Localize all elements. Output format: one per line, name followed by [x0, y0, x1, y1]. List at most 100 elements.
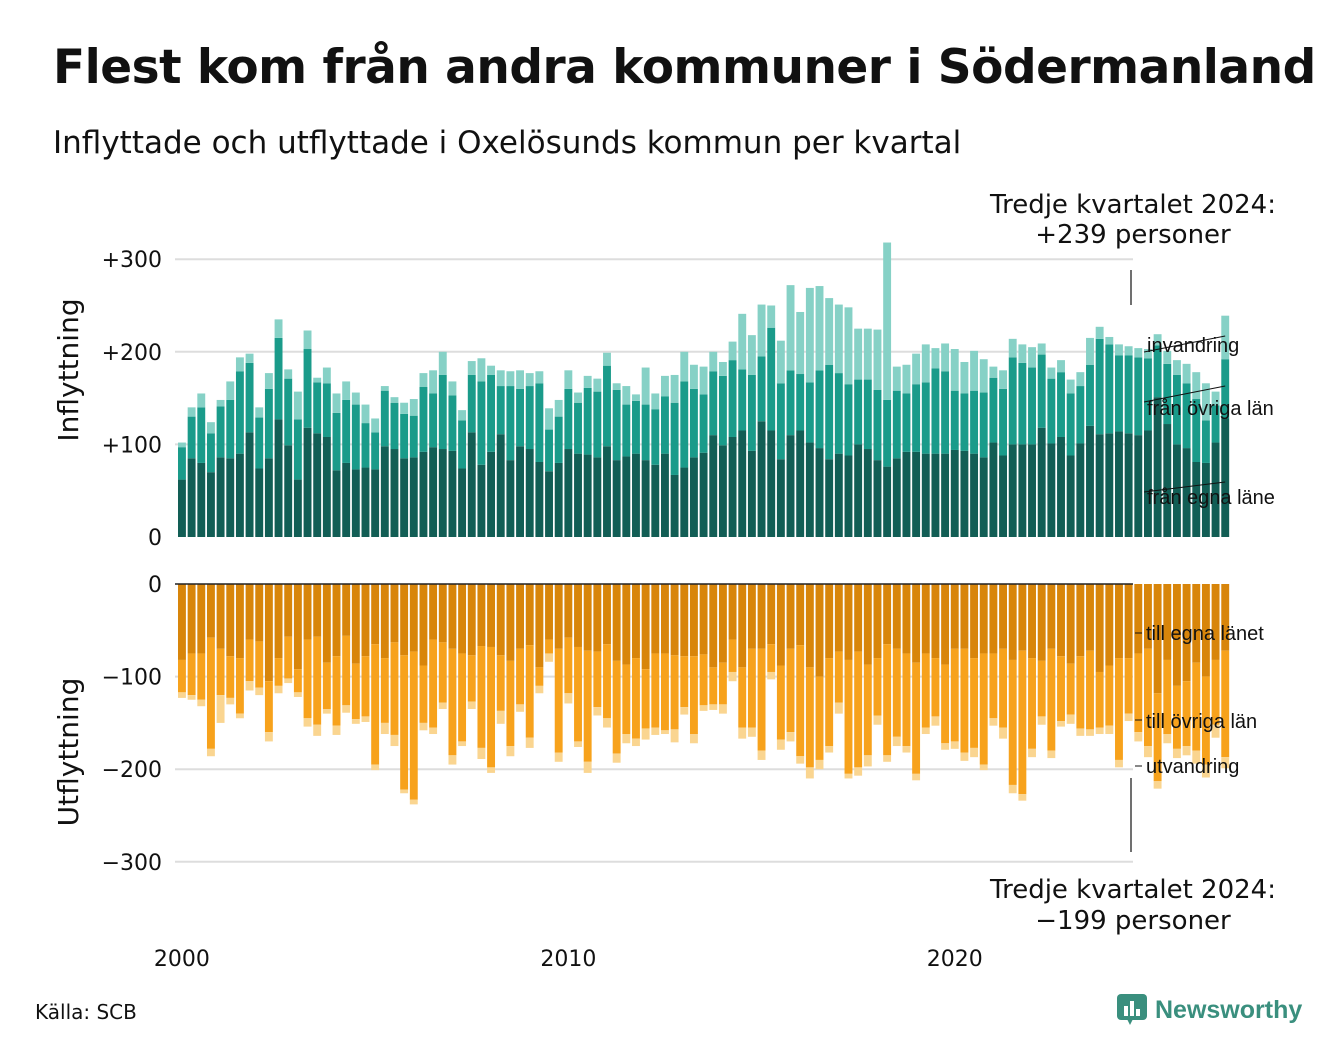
bar-utflyttning	[815, 676, 824, 760]
bar-utflyttning	[1047, 648, 1056, 751]
bar-utflyttning	[699, 584, 708, 655]
y-tick-label: +100	[102, 433, 162, 458]
bar-inflyttning	[1211, 405, 1220, 443]
bar-inflyttning	[1211, 442, 1220, 537]
bar-utflyttning	[1057, 584, 1065, 657]
bar-inflyttning	[1144, 430, 1152, 537]
bar-utflyttning	[815, 584, 824, 677]
bar-utflyttning	[400, 655, 409, 790]
bar-inflyttning	[506, 371, 515, 387]
bar-utflyttning	[380, 584, 389, 659]
bar-inflyttning	[1115, 344, 1123, 356]
bar-utflyttning	[632, 584, 640, 659]
legend-label-utflyttning: utvandring	[1146, 756, 1239, 778]
bar-utflyttning	[1153, 693, 1162, 782]
bar-utflyttning	[1144, 746, 1152, 758]
bar-inflyttning	[854, 328, 863, 380]
bar-utflyttning	[593, 651, 602, 708]
bar-inflyttning	[805, 287, 814, 383]
bar-utflyttning	[506, 584, 515, 661]
bar-inflyttning	[400, 458, 409, 537]
bar-inflyttning	[747, 450, 756, 537]
bar-utflyttning	[863, 755, 872, 767]
bar-utflyttning	[718, 584, 727, 663]
bar-utflyttning	[738, 667, 747, 728]
bar-inflyttning	[873, 329, 882, 390]
bar-inflyttning	[496, 434, 505, 537]
bar-utflyttning	[1192, 584, 1201, 663]
bar-inflyttning	[767, 430, 776, 537]
bar-inflyttning	[815, 286, 824, 371]
bar-utflyttning	[293, 669, 302, 693]
bar-utflyttning	[1066, 663, 1075, 715]
bar-utflyttning	[351, 584, 360, 664]
bar-utflyttning	[448, 755, 457, 765]
bar-inflyttning	[1192, 461, 1201, 537]
bar-inflyttning	[999, 455, 1007, 537]
bar-inflyttning	[1028, 367, 1036, 445]
bar-utflyttning	[448, 584, 457, 649]
bar-utflyttning	[622, 664, 631, 735]
bar-utflyttning	[912, 662, 921, 774]
bar-inflyttning	[718, 445, 727, 537]
bar-inflyttning	[796, 374, 805, 431]
bar-inflyttning	[1057, 436, 1065, 537]
bar-utflyttning	[902, 584, 911, 654]
bar-inflyttning	[564, 370, 573, 389]
bar-utflyttning	[516, 584, 524, 649]
bar-utflyttning	[1076, 584, 1085, 657]
bar-inflyttning	[1163, 350, 1172, 364]
bar-utflyttning	[921, 584, 930, 654]
bar-inflyttning	[284, 378, 293, 446]
bar-inflyttning	[1066, 393, 1075, 456]
bar-utflyttning	[912, 773, 921, 781]
bar-utflyttning	[651, 653, 660, 728]
bar-utflyttning	[429, 584, 438, 640]
bar-inflyttning	[603, 352, 611, 366]
brand-logo[interactable]: Newsworthy	[1117, 994, 1302, 1026]
bar-inflyttning	[216, 406, 225, 458]
bar-utflyttning	[728, 671, 737, 682]
bar-inflyttning	[477, 464, 486, 537]
bar-inflyttning	[303, 330, 312, 350]
bar-utflyttning	[255, 584, 264, 642]
y-tick-label: 0	[148, 573, 162, 598]
bar-utflyttning	[593, 707, 602, 716]
bar-utflyttning	[274, 658, 283, 686]
bar-inflyttning	[892, 390, 901, 459]
bar-utflyttning	[641, 728, 650, 740]
bar-utflyttning	[371, 584, 380, 645]
bar-inflyttning	[1201, 420, 1210, 463]
bar-utflyttning	[738, 727, 747, 739]
bar-inflyttning	[274, 419, 283, 537]
bar-inflyttning	[332, 393, 341, 413]
bar-utflyttning	[197, 699, 206, 707]
bar-utflyttning	[689, 734, 698, 744]
bar-utflyttning	[264, 584, 273, 682]
bar-inflyttning	[1221, 315, 1230, 360]
bar-inflyttning	[989, 442, 998, 537]
y-tick-label: −100	[102, 666, 162, 691]
bar-inflyttning	[1172, 374, 1181, 445]
bar-utflyttning	[409, 799, 418, 805]
bar-utflyttning	[979, 653, 988, 765]
bar-utflyttning	[535, 584, 544, 668]
bar-utflyttning	[1086, 650, 1094, 730]
bar-inflyttning	[593, 378, 602, 392]
bar-inflyttning	[496, 386, 505, 435]
bar-utflyttning	[197, 584, 206, 654]
bar-utflyttning	[516, 648, 524, 705]
bar-inflyttning	[574, 453, 582, 537]
bar-utflyttning	[747, 648, 756, 728]
bar-utflyttning	[989, 718, 998, 726]
bar-utflyttning	[1076, 656, 1085, 729]
bar-inflyttning	[545, 471, 553, 537]
bar-utflyttning	[641, 669, 650, 729]
bar-utflyttning	[1144, 584, 1152, 649]
bar-inflyttning	[1008, 444, 1017, 537]
bar-inflyttning	[718, 361, 727, 376]
legend-leader	[1143, 335, 1226, 353]
bar-inflyttning	[1105, 433, 1114, 537]
bar-inflyttning	[1086, 337, 1094, 365]
bar-inflyttning	[477, 358, 486, 382]
